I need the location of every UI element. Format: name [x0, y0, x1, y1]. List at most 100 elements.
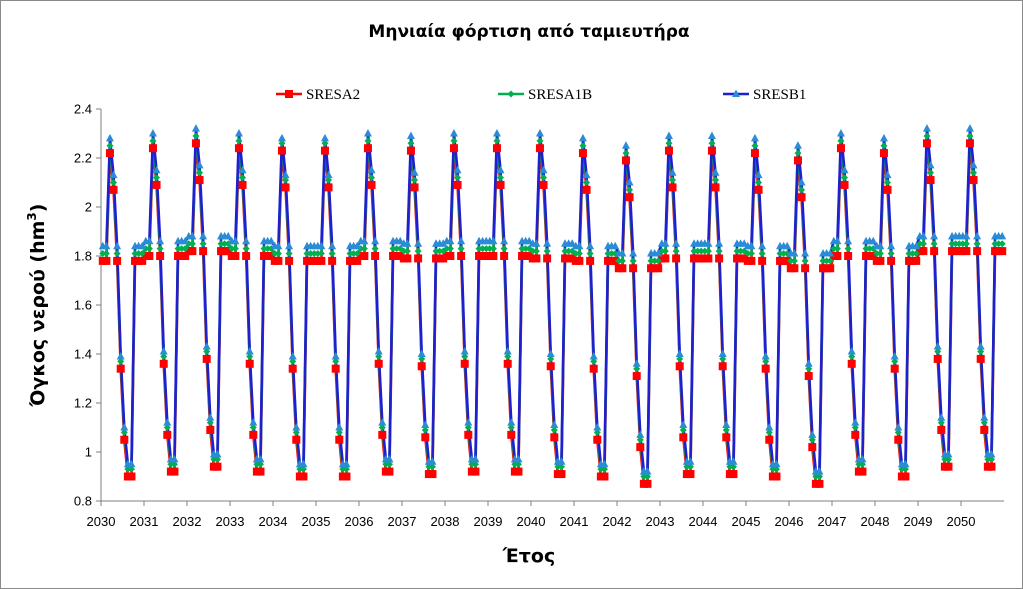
data-point-SRESB1: [138, 241, 147, 250]
data-point-SRESB1: [148, 129, 157, 137]
data-point-SRESA2: [159, 359, 168, 368]
data-point-SRESA1B: [124, 465, 132, 473]
data-point-SRESB1: [417, 349, 426, 357]
data-point-SRESA2: [672, 254, 681, 263]
data-point-SRESA2: [625, 193, 634, 202]
data-point-SRESA1B: [160, 352, 168, 360]
data-point-SRESB1: [374, 347, 383, 355]
data-point-SRESA1B: [454, 174, 462, 182]
data-point-SRESA2: [858, 467, 867, 476]
data-point-SRESA1B: [629, 257, 637, 265]
data-point-SRESB1: [170, 454, 179, 463]
data-point-SRESB1: [761, 351, 770, 360]
data-point-SRESA2: [973, 247, 982, 256]
data-point-SRESA1B: [837, 137, 845, 145]
data-point-SRESA1B: [704, 247, 712, 255]
data-point-SRESA2: [507, 430, 516, 439]
data-point-SRESA1B: [970, 169, 978, 177]
data-point-SRESA1B: [217, 240, 225, 248]
data-point-SRESA2: [206, 425, 215, 434]
data-point-SRESB1: [707, 131, 716, 139]
data-point-SRESA1B: [962, 240, 970, 248]
data-point-SRESA2: [503, 359, 512, 368]
data-point-SRESA1B: [640, 473, 648, 480]
series-markers: [98, 124, 1007, 488]
data-point-SRESA1B: [747, 250, 755, 258]
data-point-SRESA1B: [683, 463, 691, 471]
data-point-SRESA2: [500, 252, 509, 260]
data-point-SRESA1B: [715, 247, 723, 255]
data-point-SRESA2: [833, 252, 842, 260]
data-point-SRESB1: [353, 241, 362, 250]
data-point-SRESA2: [496, 180, 505, 189]
data-point-SRESA1B: [332, 357, 340, 365]
data-point-SRESA1B: [780, 250, 788, 258]
data-point-SRESA1B: [278, 139, 286, 147]
data-point-SRESB1: [783, 241, 792, 250]
data-point-SRESA1B: [436, 247, 444, 255]
data-point-SRESA1B: [507, 424, 515, 431]
data-point-SRESA1B: [769, 465, 777, 473]
data-point-SRESA1B: [196, 169, 204, 177]
data-point-SRESB1: [844, 236, 853, 245]
data-point-SRESA1B: [407, 139, 415, 147]
data-point-SRESA2: [643, 479, 652, 488]
data-point-SRESA1B: [654, 257, 662, 265]
data-point-SRESA2: [256, 467, 265, 476]
data-point-SRESB1: [747, 241, 756, 250]
data-point-SRESA1B: [676, 355, 684, 363]
data-point-SRESA1B: [651, 257, 659, 265]
data-point-SRESA1B: [421, 426, 429, 434]
data-point-SRESA2: [292, 435, 301, 444]
data-point-SRESA1B: [342, 465, 350, 473]
x-tick-label: 2039: [474, 514, 503, 529]
data-point-SRESB1: [285, 241, 294, 250]
data-point-SRESB1: [453, 165, 462, 174]
data-point-SRESA1B: [199, 240, 207, 248]
data-point-SRESA2: [711, 183, 720, 192]
data-point-SRESA1B: [708, 139, 716, 147]
data-point-SRESA1B: [826, 257, 834, 265]
data-point-SRESA1B: [787, 257, 795, 265]
data-point-SRESB1: [879, 133, 888, 142]
y-axis-title-superscript: 3: [25, 212, 39, 220]
data-point-SRESA1B: [618, 257, 626, 265]
data-point-SRESB1: [718, 349, 727, 357]
data-point-SRESB1: [245, 347, 254, 355]
data-point-SRESA1B: [547, 355, 555, 363]
data-point-SRESA1B: [586, 250, 594, 258]
legend-marker-SRESB1: [732, 89, 740, 97]
data-point-SRESB1: [926, 160, 935, 169]
data-point-SRESA1B: [532, 247, 540, 255]
data-point-SRESA1B: [815, 473, 823, 480]
data-point-SRESA1B: [213, 455, 221, 463]
data-point-SRESB1: [772, 459, 781, 468]
data-point-SRESA1B: [418, 355, 426, 363]
data-point-SRESA2: [937, 425, 946, 434]
data-point-SRESB1: [113, 241, 122, 250]
data-point-SRESA2: [324, 183, 333, 192]
data-point-SRESB1: [668, 168, 677, 176]
data-point-SRESB1: [557, 457, 566, 465]
data-point-SRESB1: [342, 459, 351, 468]
data-point-SRESA2: [636, 443, 645, 452]
data-point-SRESA1B: [930, 240, 938, 248]
data-point-SRESA1B: [575, 250, 583, 258]
data-point-SRESA1B: [980, 419, 988, 427]
data-point-SRESA1B: [833, 245, 841, 253]
data-point-SRESB1: [403, 239, 412, 247]
data-point-SRESB1: [249, 418, 258, 426]
data-point-SRESA2: [514, 467, 523, 476]
data-point-SRESB1: [815, 467, 824, 475]
data-point-SRESA1B: [285, 250, 293, 258]
data-point-SRESA1B: [554, 463, 562, 471]
data-point-SRESB1: [371, 236, 380, 245]
data-point-SRESA1B: [855, 460, 863, 468]
data-point-SRESA1B: [887, 250, 895, 258]
data-point-SRESA1B: [188, 240, 196, 248]
data-point-SRESB1: [116, 351, 125, 360]
data-point-SRESB1: [335, 423, 344, 431]
data-point-SRESB1: [277, 133, 286, 142]
data-point-SRESA1B: [536, 137, 544, 145]
